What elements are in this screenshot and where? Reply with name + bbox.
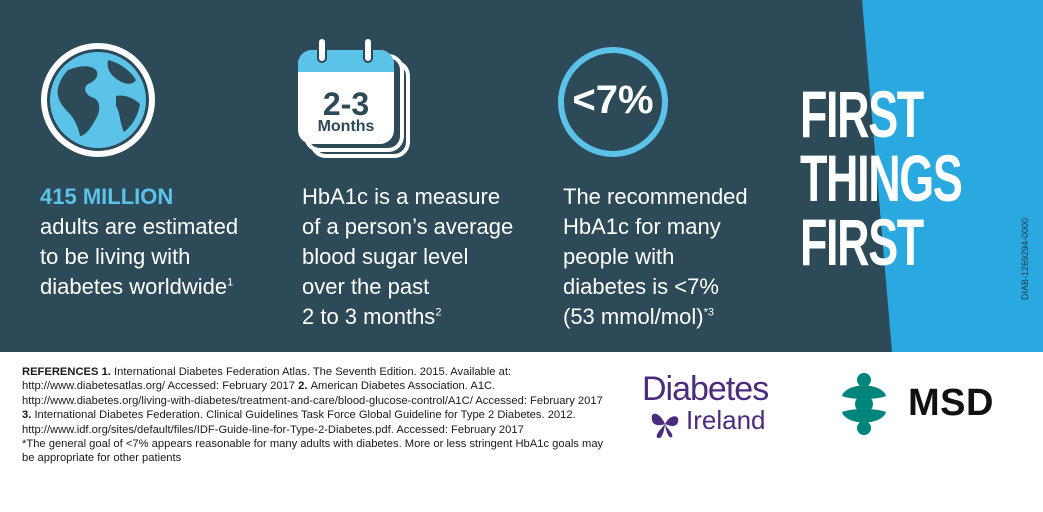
stat-line: of a person’s average [302,214,514,239]
stat-line: The recommended [563,184,748,209]
reference-marker: 2 [435,306,442,319]
target-text: <7% [572,78,654,122]
document-code: DIAB-1269294-0000 [1020,217,1030,300]
calendar-icon [296,36,414,165]
headline-line: THINGS [800,141,963,215]
calendar-number: 2-3 [322,86,370,122]
headline-line: FIRST [800,77,924,151]
calendar-unit: Months [317,118,375,135]
reference-text: International Diabetes Federation Atlas.… [22,366,512,393]
references-heading: REFERENCES [22,366,102,378]
reference-marker: *3 [703,306,714,319]
stat-line: adults are estimated [40,214,239,239]
stat-recommended-hba1c: The recommended HbA1c for many people wi… [563,182,748,332]
stat-line-with-sup: diabetes worldwide1 [40,272,238,302]
stat-line: over the past [302,274,430,299]
stat-line-with-sup: (53 mmol/mol)*3 [563,302,748,332]
stat-highlight: 415 MILLION [40,184,174,209]
globe-icon [38,40,158,165]
stat-line: to be living with [40,244,191,269]
diabetes-ireland-logo-sub: Ireland [686,405,766,435]
stat-line: (53 mmol/mol) [563,304,704,329]
stat-line: diabetes worldwide [40,274,228,299]
headline: FIRST THINGS FIRST [800,77,963,279]
references: REFERENCES 1. International Diabetes Fed… [22,365,612,466]
stat-line: 2 to 3 months [302,304,436,329]
stat-line: blood sugar level [302,244,469,269]
stat-line: HbA1c for many [563,214,721,239]
stat-line: people with [563,244,675,269]
msd-logo-icon [832,372,896,441]
footnote: *The general goal of <7% appears reasona… [22,438,604,465]
percent-circle-icon [555,44,671,165]
reference-text: American Diabetes Association. A1C. http… [22,380,603,407]
reference-text: International Diabetes Federation. Clini… [22,409,576,436]
reference-number: 1. [101,366,115,378]
stat-line-with-sup: 2 to 3 months2 [302,302,513,332]
blue-band [862,0,1043,352]
stat-line: diabetes is <7% [563,274,719,299]
reference-marker: 1 [227,276,234,289]
reference-number: 3. [22,409,35,422]
reference-number: 2. [298,380,311,393]
butterfly-icon [648,408,682,445]
stat-line: HbA1c is a measure [302,184,501,209]
diabetes-ireland-logo-name: Diabetes [642,370,769,408]
msd-logo-name: MSD [908,382,994,424]
stat-diabetes-worldwide: 415 MILLION adults are estimated to be l… [40,182,238,302]
headline-line: FIRST [800,205,924,279]
stat-hba1c-measure: HbA1c is a measure of a person’s average… [302,182,513,332]
